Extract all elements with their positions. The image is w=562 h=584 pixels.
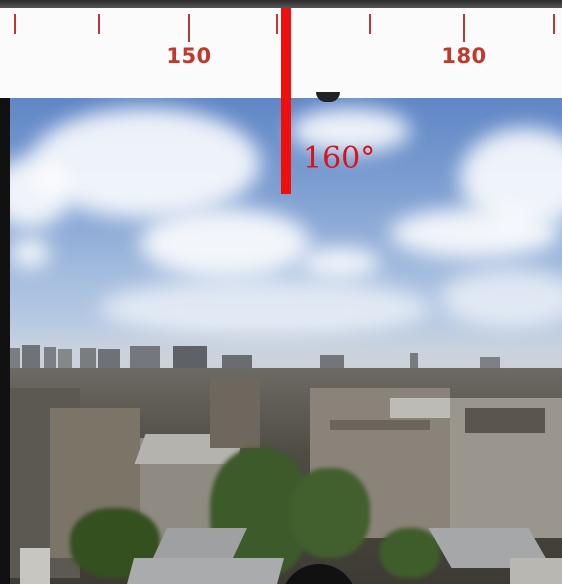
compass-label-150: 150	[166, 44, 212, 68]
compass-tick	[98, 14, 100, 34]
compass-tick	[553, 14, 555, 34]
compass-tick	[14, 14, 16, 34]
heading-notch-icon	[316, 92, 340, 102]
city-buildings	[10, 368, 562, 584]
compass-tick	[276, 14, 278, 34]
compass-label-180: 180	[441, 44, 487, 68]
compass-tick-major	[188, 14, 190, 42]
heading-indicator-line	[281, 8, 291, 194]
heading-value-label: 160°	[303, 141, 376, 176]
compass-tick-major	[463, 14, 465, 42]
left-edge	[0, 98, 10, 584]
top-strip	[0, 0, 562, 8]
compass-tick	[369, 14, 371, 34]
drag-handle[interactable]	[281, 564, 357, 584]
